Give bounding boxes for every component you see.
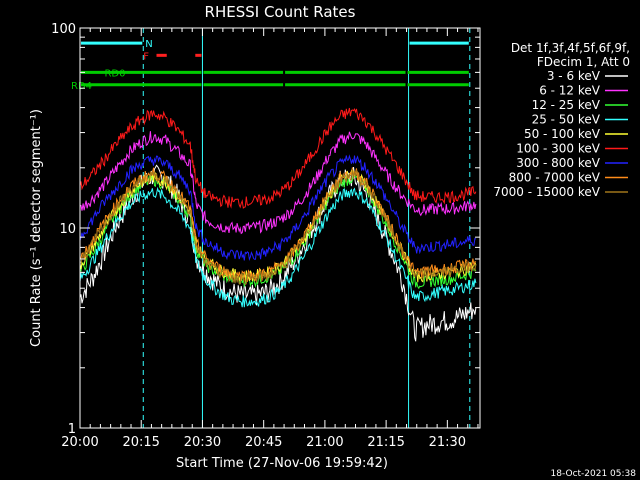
generation-timestamp: 18-Oct-2021 05:38 [551,469,637,479]
legend: Det 1f,3f,4f,5f,6f,9f,FDecim 1, Att 03 -… [493,41,630,199]
y-tick-label: 100 [51,22,76,37]
legend-entry-label: 300 - 800 keV [516,156,600,170]
legend-entry-label: 7000 - 15000 keV [493,185,600,199]
y-tick-label: 10 [59,222,76,237]
legend-header-line-2: FDecim 1, Att 0 [537,55,630,69]
flag-label: N [145,39,152,50]
legend-entry-label: 800 - 7000 keV [509,171,601,185]
flag-label: RD0 [104,68,125,79]
x-tick-label: 20:00 [61,435,98,450]
x-tick-label: 21:15 [367,435,404,450]
legend-entry-label: 100 - 300 keV [516,142,600,156]
series-line-8 [79,168,477,286]
x-tick-label: 20:30 [184,435,221,450]
chart-title: RHESSI Count Rates [205,3,356,21]
y-tick-label: 1 [68,422,76,437]
x-tick-label: 21:30 [429,435,466,450]
plot-area: NF RD0 RD4 [71,28,477,428]
x-tick-label: 20:45 [245,435,282,450]
legend-header-line-1: Det 1f,3f,4f,5f,6f,9f, [511,41,630,55]
x-tick-label: 21:00 [306,435,343,450]
series-line-0 [79,164,477,342]
series-line-6 [79,154,477,261]
series-line-5 [79,107,477,209]
series-line-1 [79,131,477,235]
legend-entry-label: 12 - 25 keV [532,98,601,112]
x-axis-label: Start Time (27-Nov-06 19:59:42) [176,456,388,471]
legend-entry-label: 3 - 6 keV [547,69,601,83]
axes: 20:00 20:15 20:30 20:45 21:00 21:15 21:30 1 10 10… [51,22,480,450]
flag-label: RD4 [71,81,92,92]
legend-entry-label: 25 - 50 keV [532,113,601,127]
y-axis-label: Count Rate (s⁻¹ detector segment⁻¹) [29,109,44,347]
legend-entry-label: 6 - 12 keV [539,84,601,98]
series-line-3 [79,186,477,308]
legend-entry-label: 50 - 100 keV [524,127,601,141]
flag-label: F [143,51,149,62]
x-tick-label: 20:15 [122,435,159,450]
